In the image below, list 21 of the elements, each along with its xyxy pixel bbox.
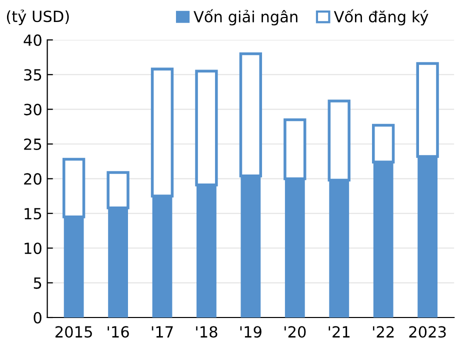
y-tick-label: 20: [24, 173, 42, 185]
y-tick-label: 10: [24, 242, 42, 254]
x-tick-label: '19: [240, 326, 262, 338]
y-tick-label: 25: [24, 138, 42, 150]
y-tick-label: 15: [24, 208, 42, 220]
legend-label: Vốn đăng ký: [334, 9, 428, 26]
x-tick-label: 2023: [409, 326, 446, 338]
x-tick-label: '16: [108, 326, 129, 338]
legend-label: Vốn giải ngân: [194, 9, 298, 26]
x-tick-label: '22: [372, 326, 394, 338]
x-tick-label: 2015: [56, 326, 92, 338]
y-axis-title: (tỷ USD): [6, 10, 69, 26]
y-tick-label: 40: [24, 34, 42, 46]
x-tick-label: '17: [152, 326, 173, 338]
y-tick-label: 35: [24, 69, 42, 81]
x-tick-label: '21: [328, 326, 350, 338]
y-tick-label: 0: [34, 312, 42, 324]
x-tick-label: '20: [284, 326, 306, 338]
y-tick-label: 30: [24, 104, 42, 116]
y-tick-label: 5: [34, 277, 42, 289]
x-tick-label: '18: [196, 326, 218, 338]
